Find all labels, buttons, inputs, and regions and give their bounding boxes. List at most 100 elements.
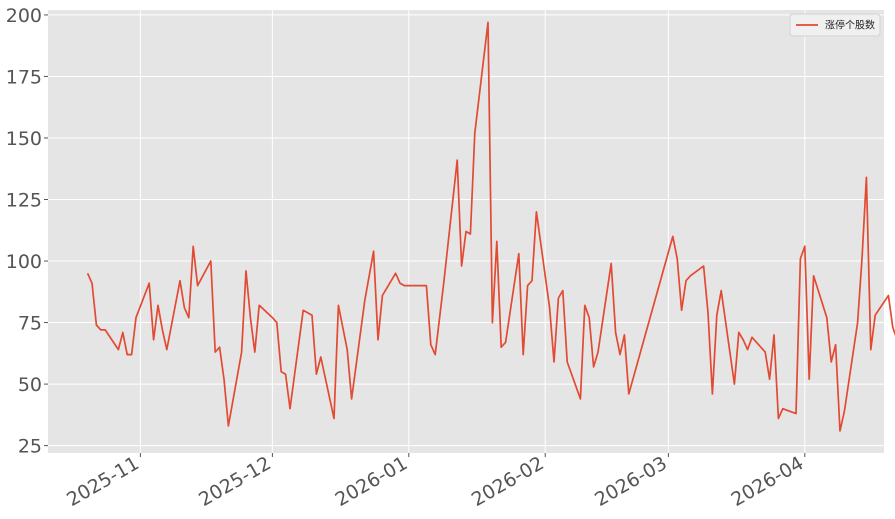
data-point — [160, 328, 164, 332]
grid-lines — [48, 10, 884, 453]
data-point — [891, 326, 895, 330]
data-point — [367, 274, 371, 278]
data-point — [622, 333, 626, 337]
data-point — [380, 294, 384, 298]
data-point — [596, 350, 600, 354]
data-point — [869, 348, 873, 352]
data-point — [499, 345, 503, 349]
data-point — [182, 306, 186, 310]
x-tick-label: 2025-12 — [195, 452, 275, 511]
data-point — [178, 279, 182, 283]
data-point — [433, 353, 437, 357]
data-point — [781, 407, 785, 411]
data-point — [825, 316, 829, 320]
data-point — [746, 348, 750, 352]
data-point — [530, 279, 534, 283]
data-point — [706, 311, 710, 315]
data-point — [363, 298, 367, 302]
data-point — [94, 323, 98, 327]
data-point — [394, 271, 398, 275]
data-point — [812, 274, 816, 278]
data-point — [517, 252, 521, 256]
data-point — [556, 296, 560, 300]
data-point — [684, 279, 688, 283]
data-point — [213, 350, 217, 354]
data-point — [209, 259, 213, 263]
data-point — [772, 333, 776, 337]
data-point — [464, 230, 468, 234]
data-point — [803, 244, 807, 248]
data-point — [253, 350, 257, 354]
data-point — [226, 424, 230, 428]
data-point — [614, 330, 618, 334]
data-point — [587, 316, 591, 320]
data-point — [455, 158, 459, 162]
y-axis: 25 50 75 100 125 150 175 200 — [6, 5, 48, 458]
data-point — [248, 316, 252, 320]
legend-box — [789, 13, 881, 37]
data-point — [521, 353, 525, 357]
x-tick-label: 2026-03 — [591, 452, 671, 511]
data-point — [350, 397, 354, 401]
legend-label: 涨停个股数 — [825, 19, 875, 32]
x-axis: 2025-11 2025-12 2026-01 2026-02 2026-03 2026-… — [63, 452, 807, 511]
data-point — [886, 294, 890, 298]
data-point — [763, 350, 767, 354]
data-point — [486, 20, 490, 24]
data-point — [191, 244, 195, 248]
data-point — [156, 303, 160, 307]
x-tick-label: 2026-01 — [332, 452, 412, 511]
data-point — [240, 350, 244, 354]
y-tick-label: 175 — [6, 66, 42, 88]
data-point — [719, 289, 723, 293]
data-point — [402, 284, 406, 288]
data-point — [807, 377, 811, 381]
data-point — [341, 326, 345, 330]
series-line — [86, 21, 895, 432]
data-point — [130, 353, 134, 357]
data-point — [776, 417, 780, 421]
data-point — [552, 360, 556, 364]
data-point — [856, 321, 860, 325]
data-point — [222, 377, 226, 381]
data-point — [270, 316, 274, 320]
data-point — [688, 274, 692, 278]
x-tick-label: 2026-04 — [728, 452, 808, 511]
data-point — [768, 377, 772, 381]
data-point — [675, 257, 679, 261]
data-point — [218, 345, 222, 349]
data-point — [288, 407, 292, 411]
legend: 涨停个股数 — [789, 13, 881, 37]
data-point — [873, 313, 877, 317]
y-tick-label: 50 — [18, 374, 42, 396]
data-point — [829, 360, 833, 364]
data-point — [86, 271, 90, 275]
data-point — [152, 338, 156, 342]
y-tick-label: 100 — [6, 251, 42, 273]
data-point — [99, 328, 103, 332]
data-point — [468, 232, 472, 236]
data-point — [306, 311, 310, 315]
data-point — [372, 249, 376, 253]
data-point — [473, 131, 477, 135]
data-point — [424, 284, 428, 288]
data-point — [284, 372, 288, 376]
data-point — [609, 262, 613, 266]
data-point — [702, 264, 706, 268]
data-point — [490, 321, 494, 325]
data-point — [715, 313, 719, 317]
data-point — [125, 353, 129, 357]
data-point — [279, 370, 283, 374]
series-layer — [86, 20, 895, 432]
data-point — [842, 409, 846, 413]
data-point — [90, 281, 94, 285]
y-tick-label: 200 — [6, 5, 42, 27]
y-tick-label: 150 — [6, 128, 42, 150]
data-point — [794, 412, 798, 416]
data-point — [860, 257, 864, 261]
data-point — [495, 239, 499, 243]
data-point — [732, 382, 736, 386]
data-point — [275, 321, 279, 325]
data-point — [116, 348, 120, 352]
